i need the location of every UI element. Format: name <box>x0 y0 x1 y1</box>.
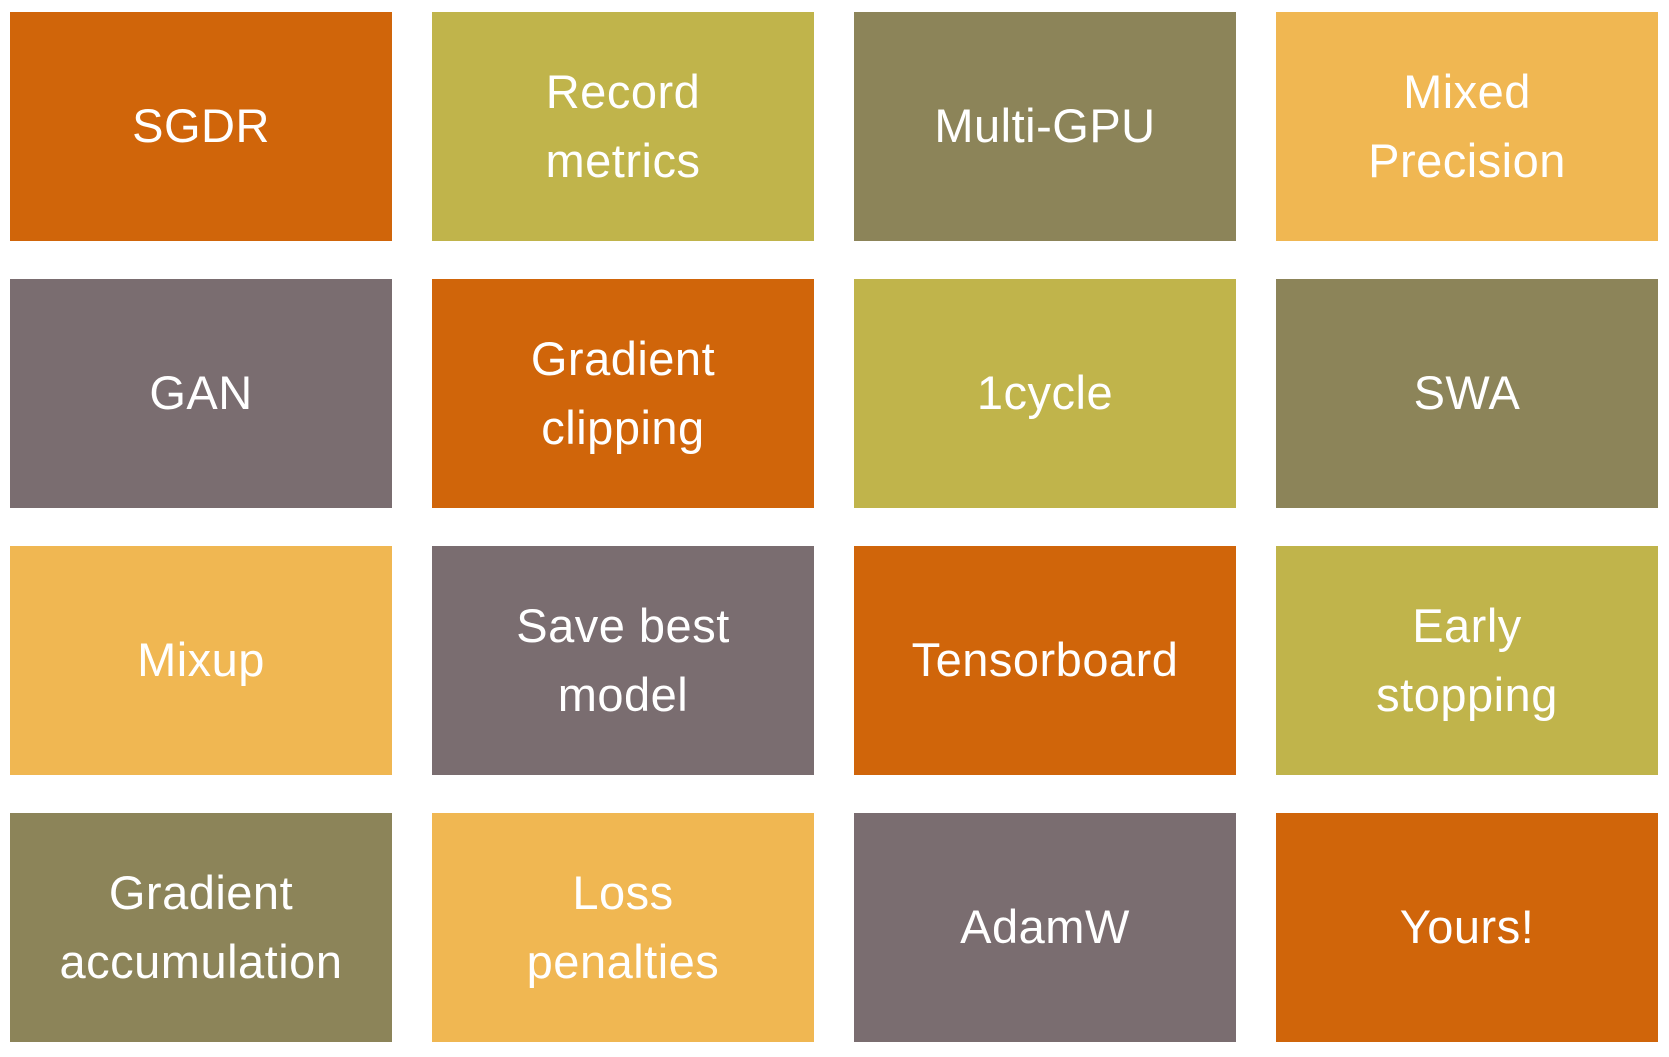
tile-gan: GAN <box>10 279 392 508</box>
tile-label: Gradient accumulation <box>59 866 343 988</box>
tile-label: Loss penalties <box>526 866 720 988</box>
tile-early-stopping: Early stopping <box>1276 546 1658 775</box>
tile-record-metrics: Record metrics <box>432 12 814 241</box>
tile-label: Save best model <box>516 599 730 721</box>
tile-label: 1cycle <box>976 366 1114 420</box>
tile-adamw: AdamW <box>854 813 1236 1042</box>
tile-label: Mixed Precision <box>1368 65 1566 187</box>
tile-save-best-model: Save best model <box>432 546 814 775</box>
tile-label: Tensorboard <box>911 633 1179 687</box>
tile-label: Yours! <box>1399 900 1535 954</box>
tile-label: SWA <box>1413 366 1521 420</box>
tile-tensorboard: Tensorboard <box>854 546 1236 775</box>
tile-label: GAN <box>149 366 253 420</box>
tile-label: Record metrics <box>545 65 701 187</box>
tile-label: Multi-GPU <box>934 99 1156 153</box>
tile-multi-gpu: Multi-GPU <box>854 12 1236 241</box>
tile-yours: Yours! <box>1276 813 1658 1042</box>
tiles-grid: SGDR Record metrics Multi-GPU Mixed Prec… <box>10 12 1658 1042</box>
tile-gradient-accumulation: Gradient accumulation <box>10 813 392 1042</box>
tile-label: Gradient clipping <box>530 332 716 454</box>
tile-label: Early stopping <box>1376 599 1558 721</box>
tile-label: SGDR <box>132 99 270 153</box>
tile-label: Mixup <box>137 633 265 687</box>
tile-mixup: Mixup <box>10 546 392 775</box>
tile-gradient-clipping: Gradient clipping <box>432 279 814 508</box>
tile-loss-penalties: Loss penalties <box>432 813 814 1042</box>
tile-1cycle: 1cycle <box>854 279 1236 508</box>
tile-swa: SWA <box>1276 279 1658 508</box>
tile-mixed-precision: Mixed Precision <box>1276 12 1658 241</box>
tile-label: AdamW <box>960 900 1130 954</box>
tile-sgdr: SGDR <box>10 12 392 241</box>
